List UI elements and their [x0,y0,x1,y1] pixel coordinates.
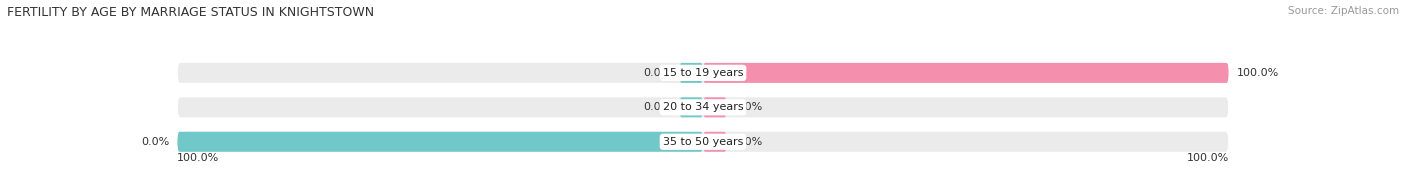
Text: 100.0%: 100.0% [1187,153,1229,163]
FancyBboxPatch shape [679,97,703,117]
FancyBboxPatch shape [177,132,1229,152]
Text: 35 to 50 years: 35 to 50 years [662,137,744,147]
Text: FERTILITY BY AGE BY MARRIAGE STATUS IN KNIGHTSTOWN: FERTILITY BY AGE BY MARRIAGE STATUS IN K… [7,6,374,19]
Text: 100.0%: 100.0% [177,153,219,163]
FancyBboxPatch shape [679,63,703,83]
Text: 0.0%: 0.0% [643,102,672,112]
Text: 0.0%: 0.0% [734,102,763,112]
Text: 0.0%: 0.0% [643,68,672,78]
FancyBboxPatch shape [703,97,727,117]
FancyBboxPatch shape [177,63,1229,83]
Text: 20 to 34 years: 20 to 34 years [662,102,744,112]
Text: 0.0%: 0.0% [734,137,763,147]
Text: 100.0%: 100.0% [1237,68,1279,78]
Text: 15 to 19 years: 15 to 19 years [662,68,744,78]
Text: 0.0%: 0.0% [141,137,169,147]
FancyBboxPatch shape [177,97,1229,117]
FancyBboxPatch shape [177,132,703,152]
FancyBboxPatch shape [703,132,727,152]
FancyBboxPatch shape [703,63,1229,83]
Text: Source: ZipAtlas.com: Source: ZipAtlas.com [1288,6,1399,16]
